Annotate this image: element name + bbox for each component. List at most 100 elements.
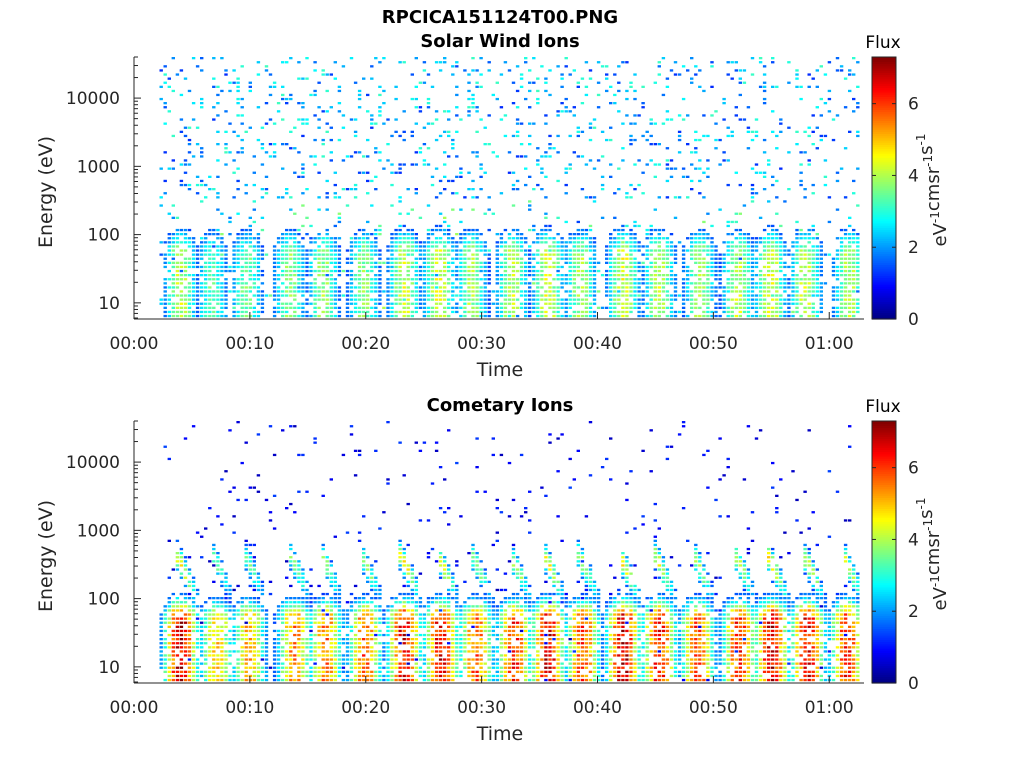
heatmap-cell (264, 642, 269, 645)
heatmap-cell (698, 286, 702, 289)
heatmap-cell (212, 282, 216, 285)
heatmap-cell (321, 621, 325, 624)
heatmap-cell (767, 302, 771, 305)
heatmap-cell (459, 274, 463, 277)
heatmap-cell (499, 302, 504, 305)
heatmap-cell (633, 122, 637, 125)
heatmap-cell (204, 278, 208, 281)
heatmap-cell (548, 134, 552, 138)
heatmap-cell (536, 77, 540, 80)
heatmap-cell (552, 147, 556, 150)
heatmap-cell (276, 274, 281, 277)
heatmap-cell (605, 278, 609, 281)
heatmap-cell (248, 265, 252, 269)
heatmap-cell (690, 77, 694, 80)
heatmap-cell (216, 175, 220, 178)
heatmap-cell (613, 241, 617, 244)
heatmap-cell (244, 678, 248, 682)
heatmap-cell (750, 302, 755, 305)
heatmap-cell (783, 253, 787, 256)
heatmap-cell (762, 138, 767, 142)
heatmap-cell (775, 233, 779, 236)
heatmap-cell (503, 306, 508, 309)
heatmap-cell (309, 237, 313, 240)
heatmap-cell (244, 547, 248, 551)
heatmap-cell (187, 89, 192, 93)
heatmap-cell (183, 237, 188, 240)
heatmap-cell (710, 65, 714, 68)
heatmap-cell (317, 609, 321, 612)
heatmap-cell (710, 290, 714, 293)
heatmap-cell (471, 253, 475, 256)
heatmap-cell (260, 584, 265, 588)
heatmap-cell (665, 249, 670, 252)
heatmap-cell (285, 666, 289, 669)
heatmap-cell (443, 233, 447, 236)
heatmap-cell (690, 298, 694, 301)
heatmap-cell (374, 147, 378, 150)
heatmap-cell (232, 306, 236, 309)
heatmap-cell (839, 257, 844, 260)
heatmap-cell (495, 298, 499, 301)
heatmap-cell (398, 278, 402, 281)
heatmap-cell (775, 314, 779, 318)
heatmap-cell (297, 576, 301, 579)
heatmap-cell (163, 122, 167, 125)
heatmap-cell (629, 269, 633, 273)
heatmap-cell (819, 298, 823, 301)
heatmap-cell (349, 188, 354, 191)
heatmap-cell (835, 237, 840, 240)
heatmap-cell (309, 621, 313, 624)
heatmap-cell (783, 245, 787, 248)
heatmap-cell (762, 81, 767, 84)
heatmap-cell (848, 265, 852, 269)
heatmap-cell (621, 314, 625, 318)
heatmap-cell (677, 138, 682, 142)
heatmap-cell (758, 241, 763, 244)
heatmap-cell (175, 674, 180, 678)
heatmap-cell (212, 298, 216, 301)
heatmap-cell (248, 224, 252, 228)
colorbar-segment (872, 225, 896, 228)
heatmap-cell (694, 138, 698, 142)
heatmap-cell (179, 666, 184, 669)
heatmap-cell (240, 114, 244, 117)
heatmap-cell (767, 306, 771, 309)
heatmap-cell (564, 106, 568, 109)
heatmap-cell (305, 314, 309, 318)
heatmap-cell (309, 265, 313, 269)
heatmap-cell (228, 678, 232, 682)
heatmap-cell (653, 290, 657, 293)
heatmap-cell (524, 306, 528, 309)
heatmap-cell (313, 601, 317, 604)
heatmap-cell (224, 73, 228, 76)
heatmap-cell (232, 286, 236, 289)
heatmap-cell (564, 314, 568, 318)
heatmap-cell (754, 310, 759, 314)
heatmap-cell (264, 122, 269, 125)
heatmap-cell (767, 310, 771, 314)
heatmap-cell (524, 57, 528, 60)
heatmap-cell (260, 274, 265, 277)
heatmap-cell (293, 425, 297, 428)
heatmap-cell (544, 89, 548, 93)
heatmap-cell (410, 134, 414, 138)
heatmap-cell (175, 654, 180, 657)
heatmap-cell (329, 138, 333, 142)
heatmap-cell (426, 310, 431, 314)
heatmap-cell (669, 306, 674, 309)
heatmap-cell (248, 274, 252, 277)
heatmap-cell (353, 286, 358, 289)
heatmap-cell (657, 306, 661, 309)
heatmap-cell (807, 253, 811, 256)
heatmap-cell (483, 286, 487, 289)
heatmap-cell (289, 269, 293, 273)
heatmap-cell (260, 249, 265, 252)
heatmap-cell (677, 130, 682, 133)
heatmap-cell (588, 290, 593, 293)
heatmap-cell (613, 290, 617, 293)
heatmap-cell (491, 290, 495, 293)
heatmap-cell (305, 674, 309, 678)
heatmap-cell (734, 306, 738, 309)
heatmap-cell (451, 290, 455, 293)
